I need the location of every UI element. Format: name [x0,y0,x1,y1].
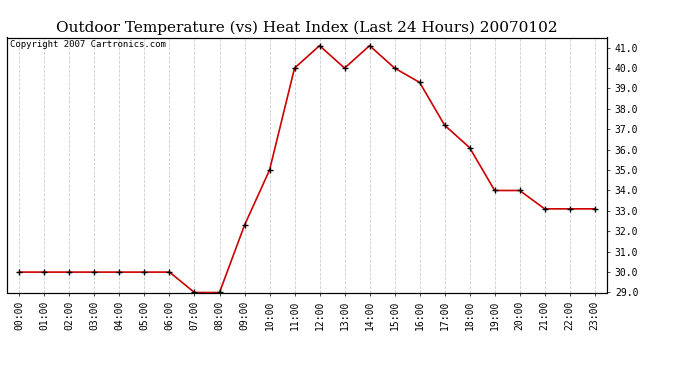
Text: Copyright 2007 Cartronics.com: Copyright 2007 Cartronics.com [10,40,166,49]
Title: Outdoor Temperature (vs) Heat Index (Last 24 Hours) 20070102: Outdoor Temperature (vs) Heat Index (Las… [57,21,558,35]
